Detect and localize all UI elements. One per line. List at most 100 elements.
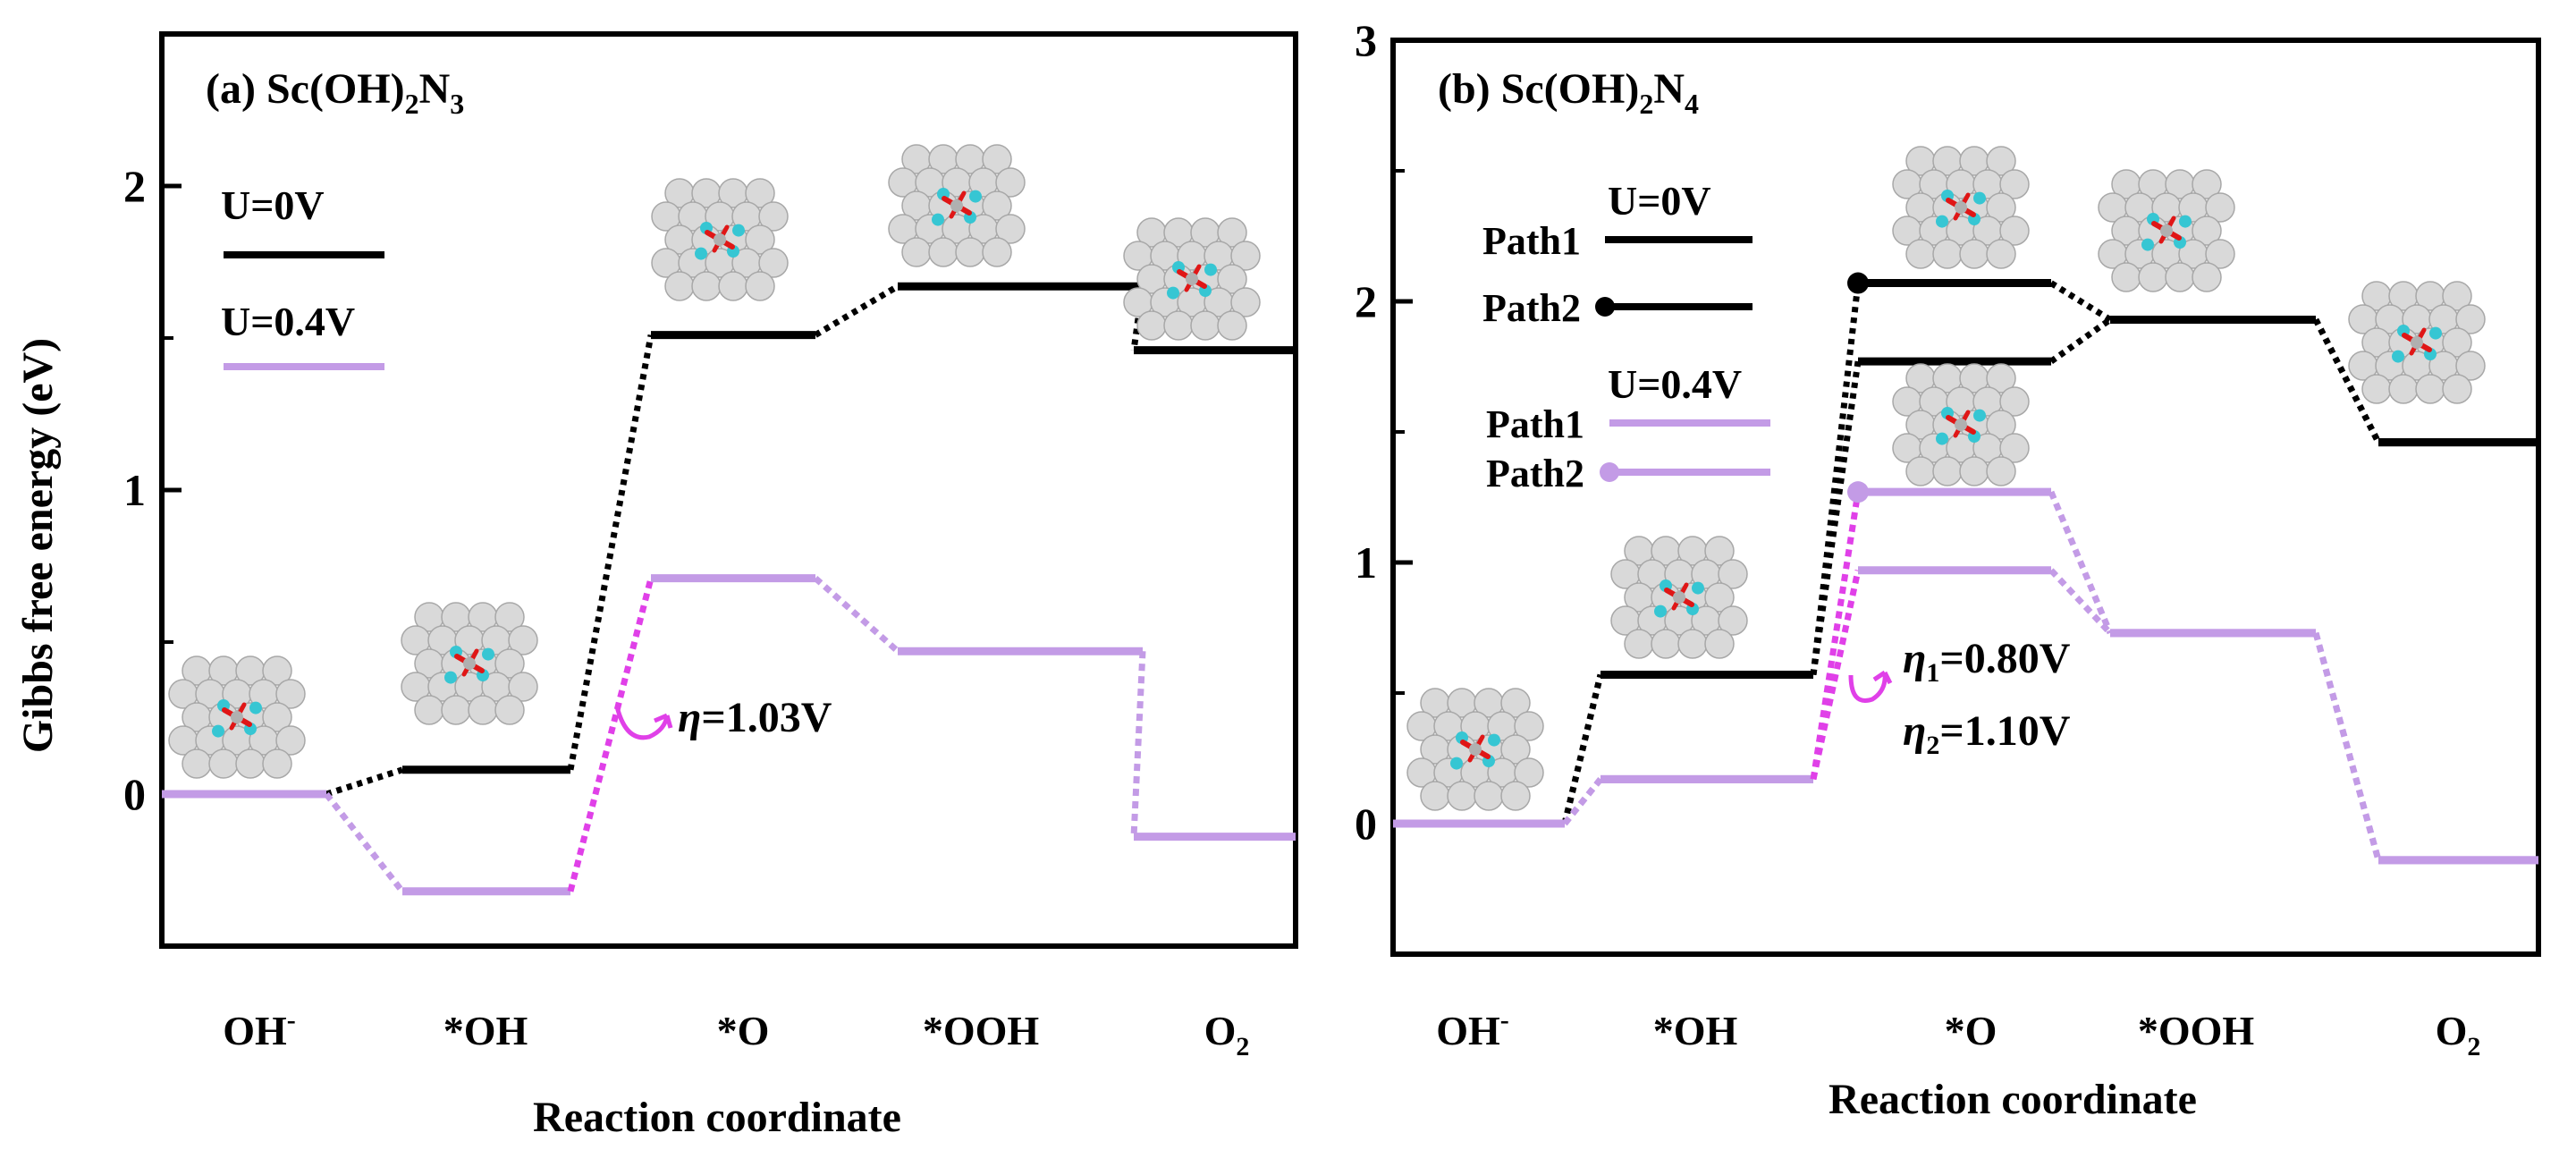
structure-thumbnail	[1610, 536, 1748, 659]
atom	[2361, 374, 2392, 404]
connector	[813, 575, 900, 654]
connector	[567, 577, 655, 892]
atom	[1986, 410, 2016, 440]
n-atom	[1936, 432, 1948, 445]
sc-atom	[1955, 419, 1967, 431]
atom	[208, 748, 239, 779]
atom	[758, 248, 789, 278]
panel-label-sub: 4	[1685, 88, 1699, 120]
legend-entry-label: Path1	[1486, 402, 1584, 446]
atom	[1704, 582, 1735, 613]
overpotential-label: η=1.03V	[678, 694, 832, 741]
atom	[995, 167, 1026, 198]
eta-value: =1.10V	[1939, 707, 2070, 755]
legend-group-title: U=0V	[221, 182, 325, 228]
atom	[1704, 536, 1735, 566]
n-atom	[2179, 215, 2192, 228]
atom	[1999, 169, 2030, 199]
connector	[567, 334, 655, 771]
series-3	[1393, 481, 2538, 865]
atom	[691, 271, 722, 301]
panel-label-sub: 2	[1639, 88, 1653, 120]
atom	[1500, 734, 1531, 765]
atom	[262, 655, 292, 686]
atom	[1230, 241, 1261, 271]
connector	[1810, 570, 1862, 781]
atom	[2442, 281, 2472, 311]
legend-entry-label: Path2	[1486, 452, 1584, 495]
structure-thumbnail	[2098, 169, 2235, 292]
atom	[1932, 456, 1963, 486]
atom	[2205, 192, 2235, 223]
atom	[2455, 351, 2486, 381]
connector	[1810, 283, 1862, 675]
atom	[1163, 310, 1194, 341]
overpotential-label: η2=1.10V	[1903, 707, 2071, 760]
x-category-label: *OH	[1653, 1008, 1738, 1053]
connector	[1810, 491, 1862, 780]
atom	[2442, 327, 2472, 358]
n-atom	[695, 247, 707, 260]
atom	[995, 214, 1026, 244]
n-atom	[732, 224, 745, 237]
atom	[1514, 757, 1544, 788]
n-atom	[932, 213, 944, 226]
category-main: *OOH	[923, 1008, 1040, 1053]
eta-arrow	[1848, 670, 1893, 703]
path2-marker	[1847, 272, 1869, 294]
sc-atom	[714, 233, 726, 246]
y-tick-label: 1	[1355, 537, 1377, 588]
panel-label-main: (a) Sc(OH)	[206, 65, 405, 113]
atom	[441, 695, 471, 725]
category-sup: -	[1500, 1005, 1509, 1035]
plot-frame	[159, 31, 1298, 949]
atom	[1704, 629, 1735, 659]
x-category-label: OH-	[223, 1005, 296, 1053]
n-atom	[482, 647, 494, 661]
sc-atom	[231, 711, 243, 723]
atom	[745, 271, 775, 301]
atom	[262, 702, 292, 732]
x-category-label: *OOH	[923, 1008, 1040, 1053]
panel-label: (b) Sc(OH)2N4	[1438, 65, 1699, 120]
atom	[182, 748, 212, 779]
atom	[2415, 374, 2445, 404]
structure-thumbnail	[651, 178, 789, 301]
atom	[1217, 217, 1247, 248]
y-tick-label: 0	[123, 769, 146, 819]
atom	[508, 672, 538, 702]
n-atom	[1204, 263, 1217, 276]
atom	[1217, 310, 1247, 341]
n-atom	[1973, 409, 1986, 422]
eta-arrow	[614, 706, 673, 740]
connector	[2048, 317, 2113, 365]
category-main: O	[2436, 1008, 2468, 1053]
atom	[1999, 216, 2030, 246]
atom	[1190, 310, 1220, 341]
overpotential-label: η1=0.80V	[1903, 635, 2071, 688]
atom	[2442, 374, 2472, 404]
atom	[2192, 262, 2222, 292]
y-tick-label: 2	[1355, 276, 1377, 326]
atom	[1986, 363, 2016, 393]
structure-thumbnail	[168, 655, 306, 779]
sc-atom	[1469, 743, 1482, 756]
atom	[468, 695, 498, 725]
atom	[275, 725, 306, 756]
n-atom	[1167, 286, 1179, 300]
connector	[2048, 568, 2113, 636]
eta-sub: 1	[1926, 658, 1939, 688]
x-axis-label-a: Reaction coordinate	[533, 1094, 901, 1141]
atom	[664, 271, 695, 301]
y-axis-label: Gibbs free energy (eV)	[14, 338, 62, 753]
eta-symbol: η	[1903, 635, 1926, 682]
atom	[1447, 781, 1477, 811]
connector	[2049, 280, 2112, 323]
atom	[1217, 264, 1247, 294]
atom	[1959, 456, 1989, 486]
connector	[1130, 651, 1146, 837]
structure-thumbnail	[1123, 217, 1261, 341]
connector	[2312, 631, 2382, 861]
atom	[2111, 262, 2141, 292]
atom	[718, 271, 748, 301]
